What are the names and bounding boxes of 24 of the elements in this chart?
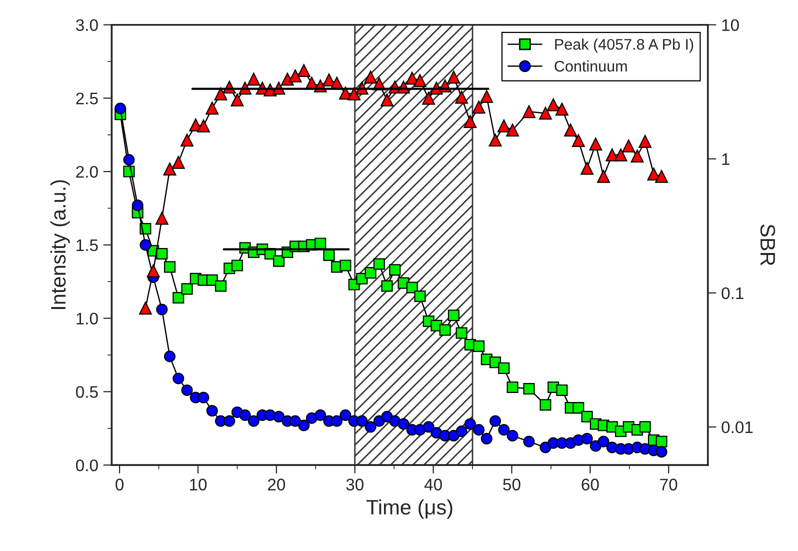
x-tick-label: 30 bbox=[346, 478, 364, 490]
y-tick-label: 3.0 bbox=[76, 19, 98, 31]
y2-tick-label: 0.1 bbox=[722, 287, 744, 300]
y-tick-label: 2.0 bbox=[76, 166, 98, 178]
y-tick-label: 0.5 bbox=[76, 386, 98, 398]
x-tick-label: 20 bbox=[268, 478, 286, 490]
x-tick-label: 70 bbox=[660, 478, 678, 490]
x-tick-label: 10 bbox=[190, 478, 207, 490]
legend-label: Continuum bbox=[554, 60, 627, 72]
y-tick-label: 1.0 bbox=[76, 312, 98, 324]
y-tick-label: 1.5 bbox=[76, 239, 98, 252]
y2-tick-label: 0.01 bbox=[722, 421, 753, 434]
y-tick-label: 2.5 bbox=[76, 92, 98, 104]
x-tick-label: 60 bbox=[582, 478, 599, 490]
legend-label: Peak (4057.8 A Pb I) bbox=[555, 38, 694, 53]
y2-tick-label: 1 bbox=[722, 153, 730, 165]
y-axis-title: Intensity (a.u.) bbox=[50, 180, 70, 309]
y-tick-label: 0.0 bbox=[76, 459, 98, 472]
y2-tick-label: 10 bbox=[722, 19, 739, 31]
x-tick-label: 0 bbox=[116, 478, 124, 490]
x-axis-title: Time (μs) bbox=[366, 499, 452, 519]
y2-axis-title: SBR bbox=[760, 224, 776, 266]
x-tick-label: 40 bbox=[424, 478, 442, 490]
x-tick-label: 50 bbox=[503, 478, 520, 490]
